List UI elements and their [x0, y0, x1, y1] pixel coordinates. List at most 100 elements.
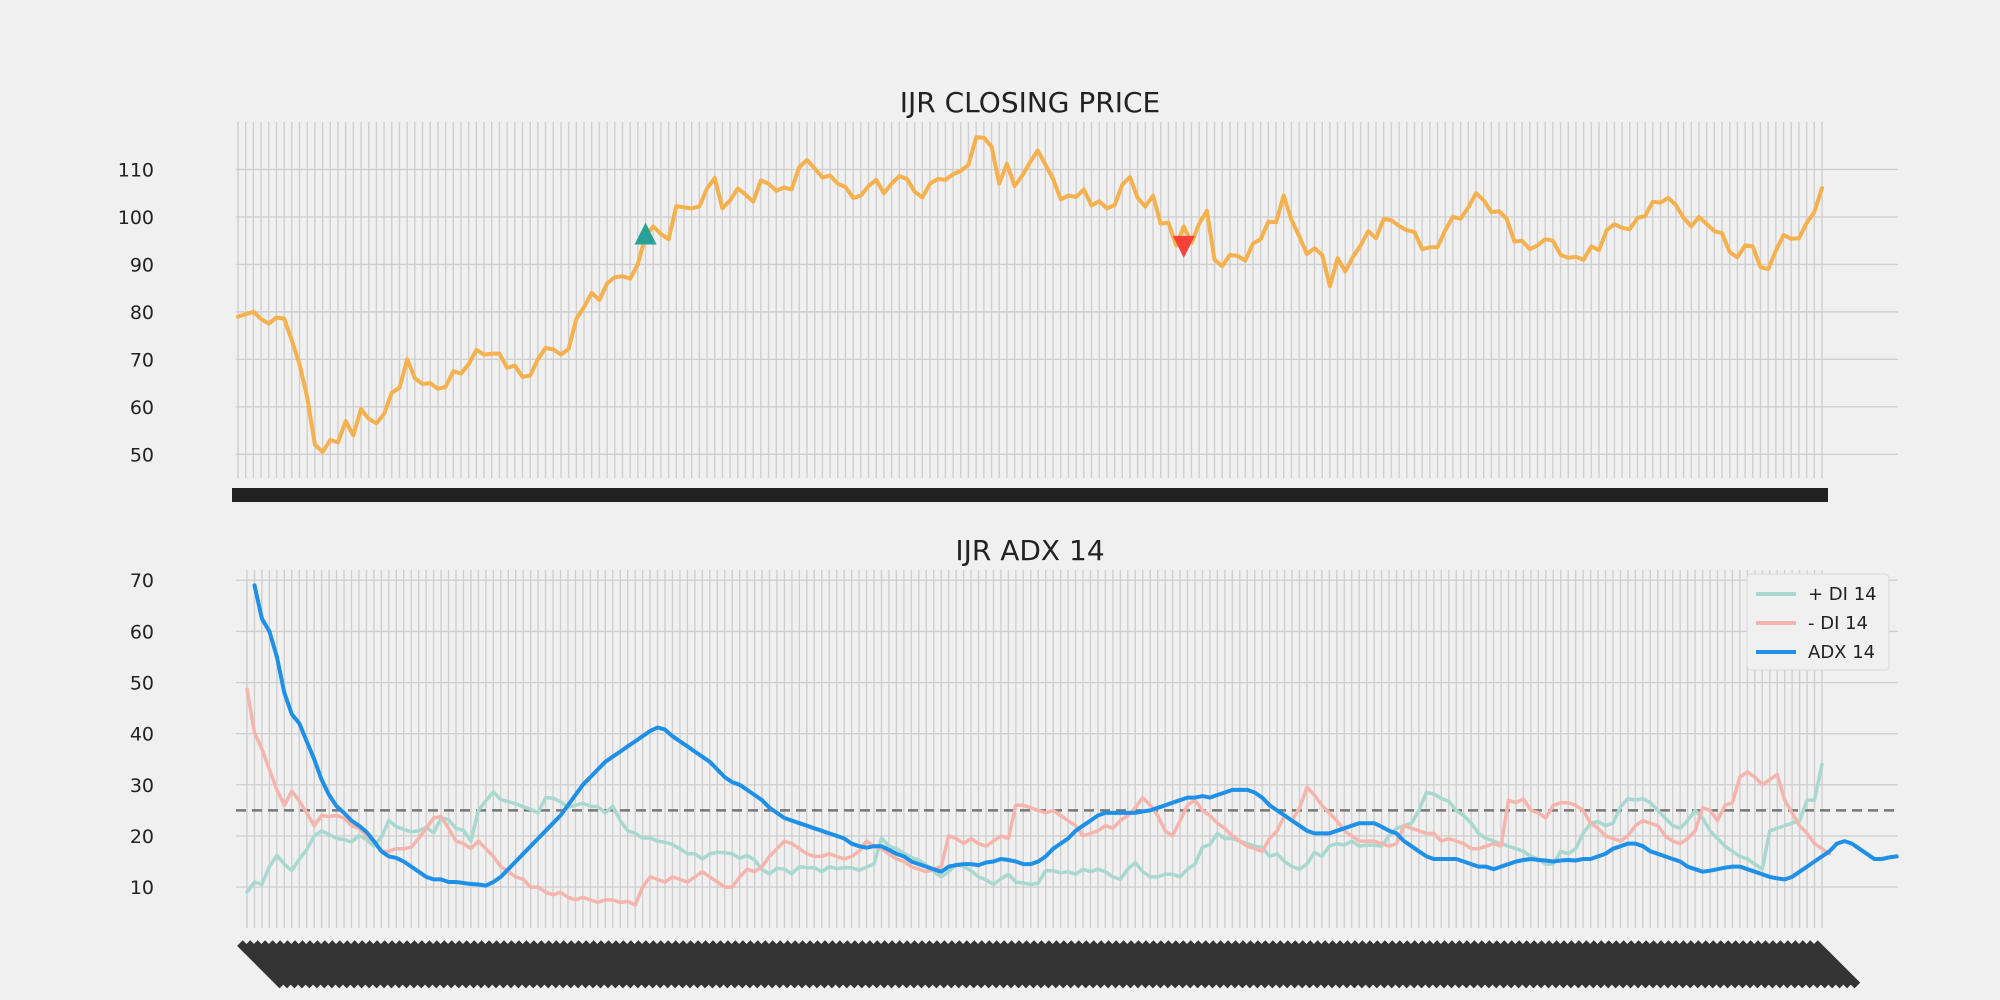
y-tick-label: 60: [130, 621, 154, 643]
x-tick-label: [991, 940, 1040, 989]
x-tick-label: [304, 940, 353, 989]
y-tick-label: 90: [130, 254, 154, 276]
x-tick-label: [1259, 940, 1308, 989]
x-tick-label: [1252, 940, 1301, 989]
x-tick-label: [1170, 940, 1219, 989]
x-tick-label: [632, 940, 681, 989]
y-tick-label: 50: [130, 673, 154, 695]
adx-y-axis: 10 20 30 40 50 60 70: [130, 570, 154, 899]
x-tick-label: [1782, 940, 1831, 989]
x-tick-label: [722, 940, 771, 989]
x-tick-label: [625, 940, 674, 989]
x-tick-label: [1088, 940, 1137, 989]
x-tick-label: [446, 940, 495, 989]
x-tick-label: [1498, 940, 1547, 989]
x-tick-label: [1267, 940, 1316, 989]
x-tick-label: [1603, 940, 1652, 989]
x-tick-label: [1580, 940, 1629, 989]
price-signal-markers: [634, 222, 1195, 258]
x-tick-label: [692, 940, 741, 989]
x-tick-label: [826, 940, 875, 989]
x-tick-label: [1767, 940, 1816, 989]
x-tick-label: [1110, 940, 1159, 989]
x-tick-label: [311, 940, 360, 989]
x-tick-label: [1610, 940, 1659, 989]
x-tick-label: [1737, 940, 1786, 989]
x-tick-label: [528, 940, 577, 989]
x-tick-label: [1655, 940, 1704, 989]
x-tick-label: [1565, 940, 1614, 989]
x-tick-label: [1386, 940, 1435, 989]
x-tick-label: [1334, 940, 1383, 989]
x-tick-label: [1438, 940, 1487, 989]
x-tick-label: [774, 940, 823, 989]
x-tick-label: [998, 940, 1047, 989]
x-tick-label: [535, 940, 584, 989]
x-tick-label: [453, 940, 502, 989]
adx-panel: 10 20 30 40 50 60 70 IJR ADX 14 + DI 14 - DI 1…: [130, 534, 1899, 989]
x-tick-label: [1752, 940, 1801, 989]
x-tick-label: [1483, 940, 1532, 989]
legend-box: [1746, 573, 1890, 671]
x-tick-label: [1632, 940, 1682, 989]
x-tick-label: [416, 940, 465, 989]
x-tick-label: [1446, 940, 1495, 989]
x-tick-label: [662, 940, 711, 989]
price-panel: 50 60 70 80 90 100 110 IJR CLOSING PRICE: [118, 86, 1898, 502]
x-tick-label: [1095, 940, 1144, 989]
x-tick-label: [647, 940, 696, 989]
x-tick-label: [558, 940, 607, 989]
x-tick-label: [490, 940, 539, 989]
x-tick-label: [1535, 940, 1584, 989]
x-tick-label: [1185, 940, 1234, 989]
adx-series: [245, 583, 1899, 907]
x-tick-label: [1677, 940, 1726, 989]
x-tick-label: [1707, 940, 1756, 989]
x-tick-label: [670, 940, 719, 989]
x-tick-label: [834, 940, 883, 989]
x-tick-label: [1065, 940, 1114, 989]
x-tick-label: [573, 940, 622, 989]
x-tick-label: [1364, 940, 1413, 989]
x-tick-label: [610, 940, 659, 989]
series-line--di-14: [245, 687, 1832, 907]
x-tick-label: [1304, 940, 1353, 989]
x-tick-label: [1132, 940, 1181, 989]
x-tick-label: [505, 940, 554, 989]
x-tick-label: [864, 940, 913, 989]
x-tick-label: [483, 940, 532, 989]
x-tick-label: [617, 940, 666, 989]
x-tick-label: [1282, 940, 1331, 989]
x-tick-label: [1140, 940, 1189, 989]
adx-x-axis: [237, 940, 1861, 989]
sell-signal-marker: [1172, 235, 1195, 258]
x-tick-label: [1476, 940, 1525, 989]
x-tick-label: [1394, 940, 1443, 989]
x-tick-label: [1371, 940, 1420, 989]
x-tick-label: [699, 940, 748, 989]
x-tick-label: [908, 940, 957, 989]
x-tick-label: [1797, 940, 1846, 989]
x-tick-label: [1356, 940, 1405, 989]
x-tick-label: [1192, 940, 1241, 989]
x-tick-label: [1558, 940, 1607, 989]
x-tick-label: [707, 940, 756, 989]
buy-signal-marker: [634, 222, 657, 245]
x-tick-label: [349, 940, 398, 989]
y-tick-label: 50: [130, 444, 154, 466]
x-tick-label: [431, 940, 480, 989]
x-tick-label: [893, 940, 943, 989]
x-tick-label: [1147, 940, 1196, 989]
x-tick-label: [296, 940, 345, 989]
series-line-close: [236, 135, 1824, 454]
x-tick-label: [1005, 940, 1055, 989]
x-tick-label: [640, 940, 689, 989]
x-tick-label: [1715, 940, 1764, 989]
x-tick-label: [1491, 940, 1540, 989]
price-x-axis: [232, 488, 1828, 502]
y-tick-label: 30: [130, 775, 154, 797]
x-tick-label: [595, 940, 644, 989]
x-tick-label: [1125, 940, 1174, 989]
x-tick-label: [371, 940, 420, 989]
